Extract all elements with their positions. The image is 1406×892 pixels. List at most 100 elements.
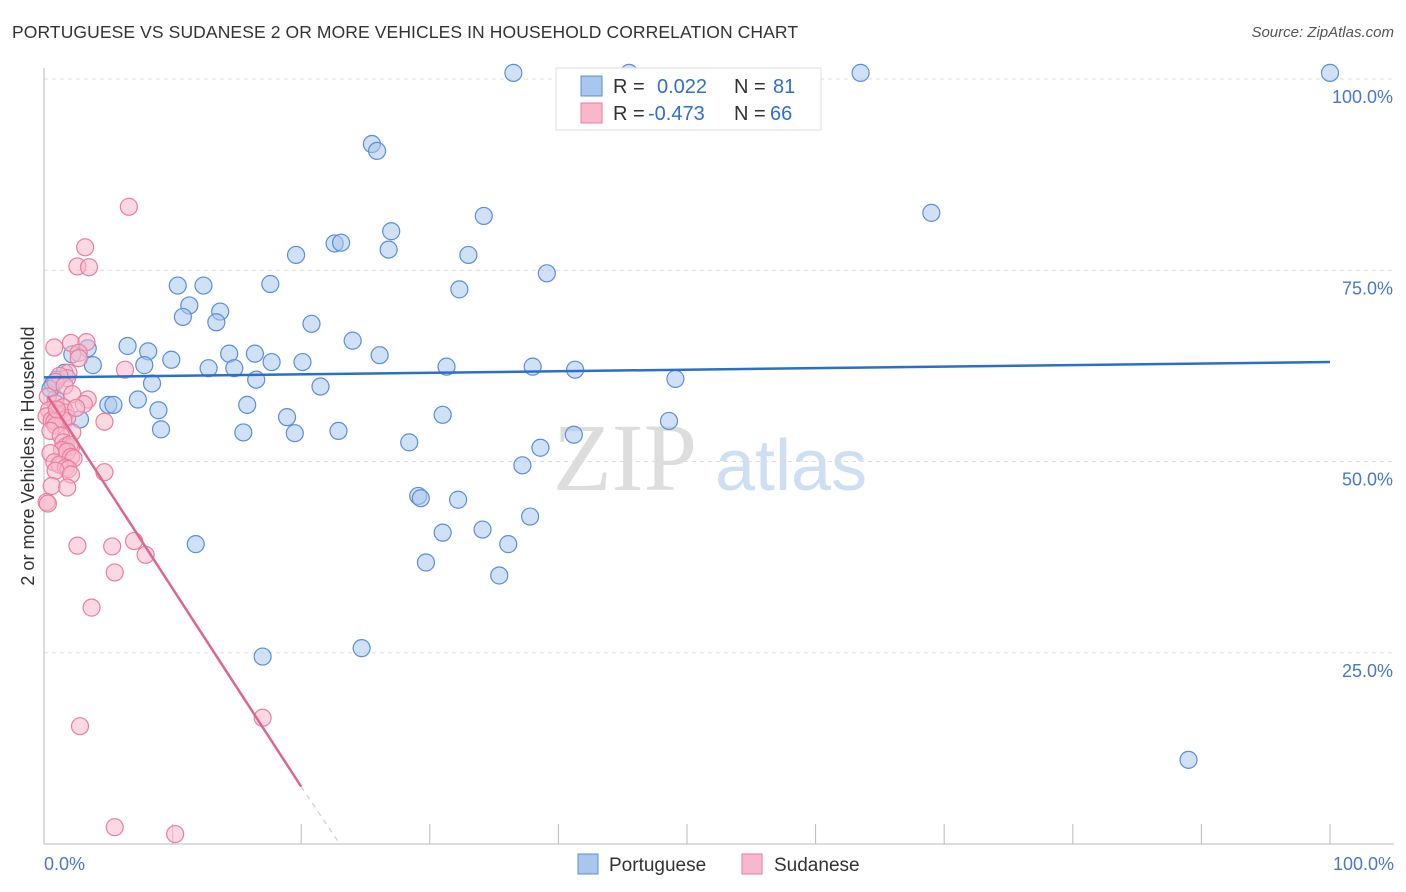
portuguese-point-14 <box>537 264 556 283</box>
portuguese-point-13 <box>459 245 478 265</box>
portuguese-point-60 <box>234 423 253 442</box>
portuguese-point-73 <box>499 535 518 554</box>
legend-r-label-portuguese: R = <box>613 76 645 98</box>
portuguese-point-25 <box>118 336 137 356</box>
bottom-legend-swatch-portuguese <box>577 853 599 875</box>
portuguese-point-77 <box>253 647 272 666</box>
sudanese-point-65 <box>67 398 86 418</box>
portuguese-point-38 <box>225 359 244 378</box>
portuguese-point-50 <box>128 390 147 409</box>
x-tick-label-min: 0.0% <box>44 854 85 874</box>
bottom-legend-label-sudanese: Sudanese <box>774 855 860 876</box>
sudanese-point-63 <box>166 824 185 844</box>
legend-r-value-sudanese: -0.473 <box>648 103 705 125</box>
legend-r-value-portuguese: 0.022 <box>657 76 707 98</box>
portuguese-point-76 <box>490 566 509 585</box>
gridlines <box>44 78 1394 654</box>
portuguese-point-66 <box>513 456 532 475</box>
y-tick-label-50: 50.0% <box>1342 470 1393 490</box>
legend-swatch-portuguese <box>580 75 603 97</box>
portuguese-point-39 <box>437 357 456 376</box>
sudanese-trendline <box>46 395 303 788</box>
portuguese-point-46 <box>311 377 330 396</box>
sudanese-point-51 <box>58 478 77 497</box>
portuguese-point-68 <box>411 489 430 508</box>
bottom-legend: Portuguese Sudanese <box>577 853 860 876</box>
sudanese-point-1 <box>76 238 95 257</box>
portuguese-point-55 <box>277 408 297 427</box>
bottom-legend-swatch-sudanese <box>741 853 763 875</box>
portuguese-point-54 <box>149 401 168 420</box>
chart-source: Source: ZipAtlas.com <box>1251 24 1394 41</box>
y-tick-label-75: 75.0% <box>1342 278 1393 298</box>
portuguese-point-75 <box>416 553 436 572</box>
sudanese-point-55 <box>103 537 122 556</box>
portuguese-point-7 <box>922 203 941 222</box>
portuguese-point-71 <box>433 523 452 542</box>
portuguese-trendline <box>43 360 1331 379</box>
sudanese-trendline-extension <box>300 786 341 845</box>
portuguese-point-78 <box>352 639 371 658</box>
sudanese-point-0 <box>119 197 138 216</box>
portuguese-point-63 <box>564 425 583 444</box>
portuguese-point-52 <box>104 395 123 414</box>
legend-n-value-sudanese: 66 <box>770 103 792 125</box>
legend-n-label-portuguese: N = <box>734 76 766 98</box>
portuguese-point-62 <box>329 421 348 440</box>
portuguese-point-0 <box>504 63 523 82</box>
portuguese-point-41 <box>566 360 585 379</box>
portuguese-point-12 <box>286 245 306 265</box>
sudanese-point-53 <box>38 494 57 513</box>
portuguese-point-65 <box>531 438 550 457</box>
watermark-atlas-text: atlas <box>715 426 867 506</box>
legend-r-label-sudanese: R = <box>613 103 645 125</box>
portuguese-point-11 <box>379 240 398 259</box>
watermark: ZIP atlas <box>553 404 867 511</box>
portuguese-point-10 <box>331 233 351 252</box>
sudanese-point-62 <box>105 818 124 837</box>
portuguese-point-31 <box>370 346 389 365</box>
portuguese-point-74 <box>186 535 205 554</box>
y-axis-title: 2 or more Vehicles in Household <box>18 326 38 585</box>
legend-swatch-sudanese <box>580 102 603 124</box>
portuguese-point-34 <box>293 352 312 372</box>
portuguese-point-56 <box>433 405 452 424</box>
portuguese-point-79 <box>1179 750 1198 769</box>
series-sudanese-points <box>37 197 272 844</box>
portuguese-point-20 <box>173 307 192 327</box>
portuguese-point-32 <box>162 350 181 369</box>
portuguese-point-22 <box>207 313 226 332</box>
portuguese-point-53 <box>238 395 257 414</box>
sudanese-point-29 <box>95 412 114 431</box>
portuguese-point-23 <box>302 314 321 333</box>
portuguese-point-6 <box>474 206 493 226</box>
portuguese-point-15 <box>261 274 280 294</box>
portuguese-point-8 <box>382 222 401 241</box>
portuguese-point-44 <box>142 374 162 393</box>
portuguese-point-16 <box>168 276 187 295</box>
portuguese-point-59 <box>151 420 171 439</box>
sudanese-point-59 <box>82 598 101 617</box>
sudanese-point-8 <box>69 349 88 368</box>
x-axis-ticks <box>43 824 1331 844</box>
trendlines <box>43 360 1331 845</box>
portuguese-point-72 <box>473 520 492 539</box>
portuguese-point-35 <box>135 356 154 375</box>
sudanese-point-56 <box>124 531 144 551</box>
portuguese-point-61 <box>285 424 304 443</box>
stats-legend-box: R = 0.022 N = 81 R = -0.473 N = 66 <box>555 67 822 131</box>
y-tick-label-25: 25.0% <box>1342 661 1393 681</box>
sudanese-point-3 <box>79 258 99 277</box>
portuguese-point-28 <box>245 344 265 363</box>
x-tick-label-max: 100.0% <box>1333 854 1394 874</box>
portuguese-point-69 <box>448 490 468 509</box>
sudanese-point-54 <box>68 536 87 555</box>
portuguese-point-24 <box>343 331 362 350</box>
sudanese-point-61 <box>70 717 90 736</box>
portuguese-point-70 <box>521 507 540 526</box>
portuguese-point-58 <box>659 411 679 431</box>
y-tick-label-100: 100.0% <box>1332 87 1393 107</box>
portuguese-point-2 <box>1320 63 1340 82</box>
chart-title: PORTUGUESE VS SUDANESE 2 OR MORE VEHICLE… <box>12 22 799 42</box>
